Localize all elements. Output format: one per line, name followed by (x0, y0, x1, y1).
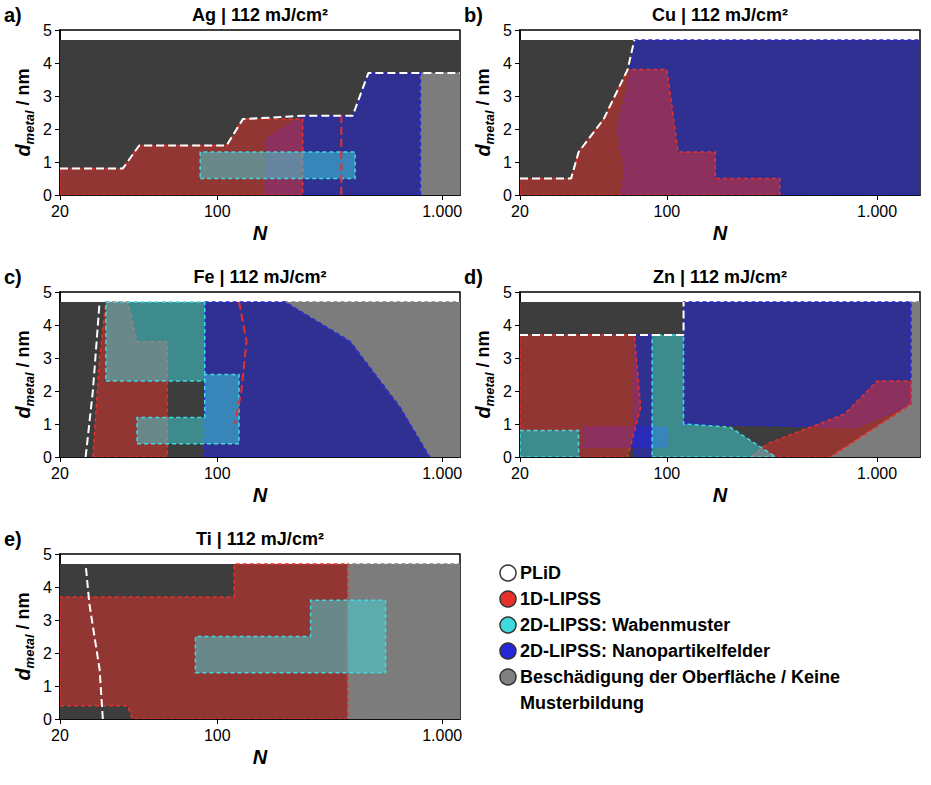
svg-text:1D-LIPSS: 1D-LIPSS (520, 589, 601, 609)
svg-text:0: 0 (503, 187, 512, 204)
svg-text:0: 0 (43, 187, 52, 204)
svg-text:1.000: 1.000 (422, 465, 462, 482)
svg-text:2: 2 (43, 645, 52, 662)
svg-text:N: N (713, 222, 728, 244)
svg-text:1: 1 (43, 678, 52, 695)
svg-text:4: 4 (43, 317, 52, 334)
svg-text:4: 4 (503, 55, 512, 72)
svg-text:3: 3 (503, 88, 512, 105)
svg-text:1: 1 (43, 416, 52, 433)
svg-text:2: 2 (503, 383, 512, 400)
svg-text:N: N (253, 222, 268, 244)
svg-text:100: 100 (654, 203, 681, 220)
svg-text:b): b) (464, 4, 483, 26)
svg-text:1: 1 (503, 154, 512, 171)
svg-text:N: N (713, 484, 728, 506)
svg-text:0: 0 (43, 711, 52, 728)
svg-text:/ nm: / nm (13, 330, 33, 372)
svg-text:4: 4 (43, 55, 52, 72)
svg-text:N: N (253, 746, 268, 768)
svg-text:1.000: 1.000 (857, 465, 897, 482)
svg-text:2: 2 (503, 121, 512, 138)
svg-text:20: 20 (51, 727, 69, 744)
svg-text:20: 20 (51, 203, 69, 220)
svg-text:3: 3 (43, 612, 52, 629)
svg-text:0: 0 (43, 449, 52, 466)
svg-text:1.000: 1.000 (422, 727, 462, 744)
svg-text:4: 4 (503, 317, 512, 334)
svg-text:/ nm: / nm (473, 330, 493, 372)
svg-text:5: 5 (43, 546, 52, 563)
svg-text:d: d (12, 668, 34, 681)
svg-text:2: 2 (43, 383, 52, 400)
svg-text:d: d (12, 144, 34, 157)
svg-text:d: d (12, 406, 34, 419)
svg-text:PLiD: PLiD (520, 563, 561, 583)
svg-text:3: 3 (43, 350, 52, 367)
svg-text:2D-LIPSS: Nanopartikelfelder: 2D-LIPSS: Nanopartikelfelder (520, 641, 770, 661)
svg-text:2: 2 (43, 121, 52, 138)
svg-text:metal: metal (22, 110, 37, 144)
svg-text:d: d (472, 406, 494, 419)
svg-text:100: 100 (654, 465, 681, 482)
svg-text:100: 100 (204, 465, 231, 482)
svg-text:N: N (253, 484, 268, 506)
svg-text:2D-LIPSS: Wabenmuster: 2D-LIPSS: Wabenmuster (520, 615, 730, 635)
svg-text:metal: metal (482, 372, 497, 406)
svg-text:Cu | 112 mJ/cm²: Cu | 112 mJ/cm² (652, 5, 788, 25)
svg-text:c): c) (4, 266, 22, 288)
svg-text:d): d) (464, 266, 483, 288)
svg-text:5: 5 (43, 22, 52, 39)
svg-text:100: 100 (204, 727, 231, 744)
svg-text:/ nm: / nm (473, 68, 493, 110)
svg-text:4: 4 (43, 579, 52, 596)
svg-text:1: 1 (503, 416, 512, 433)
svg-text:1.000: 1.000 (857, 203, 897, 220)
svg-text:metal: metal (22, 634, 37, 668)
svg-text:a): a) (4, 4, 22, 26)
svg-text:1: 1 (43, 154, 52, 171)
svg-text:Fe | 112 mJ/cm²: Fe | 112 mJ/cm² (193, 267, 326, 287)
svg-text:e): e) (4, 528, 22, 550)
svg-text:/ nm: / nm (13, 68, 33, 110)
svg-text:20: 20 (511, 465, 529, 482)
svg-text:Musterbildung: Musterbildung (520, 693, 644, 713)
svg-text:100: 100 (204, 203, 231, 220)
svg-text:Beschädigung der Oberfläche /: Beschädigung der Oberfläche / Keine (520, 667, 840, 687)
svg-text:d: d (472, 144, 494, 157)
svg-text:20: 20 (511, 203, 529, 220)
svg-text:metal: metal (482, 110, 497, 144)
svg-text:Zn | 112 mJ/cm²: Zn | 112 mJ/cm² (653, 267, 787, 287)
svg-text:0: 0 (503, 449, 512, 466)
svg-text:/ nm: / nm (13, 592, 33, 634)
svg-text:3: 3 (503, 350, 512, 367)
svg-text:5: 5 (503, 284, 512, 301)
svg-text:5: 5 (43, 284, 52, 301)
svg-text:Ag | 112 mJ/cm²: Ag | 112 mJ/cm² (192, 5, 328, 25)
svg-text:1.000: 1.000 (422, 203, 462, 220)
svg-text:20: 20 (51, 465, 69, 482)
svg-text:metal: metal (22, 372, 37, 406)
svg-text:3: 3 (43, 88, 52, 105)
svg-text:Ti | 112 mJ/cm²: Ti | 112 mJ/cm² (196, 529, 324, 549)
svg-text:5: 5 (503, 22, 512, 39)
